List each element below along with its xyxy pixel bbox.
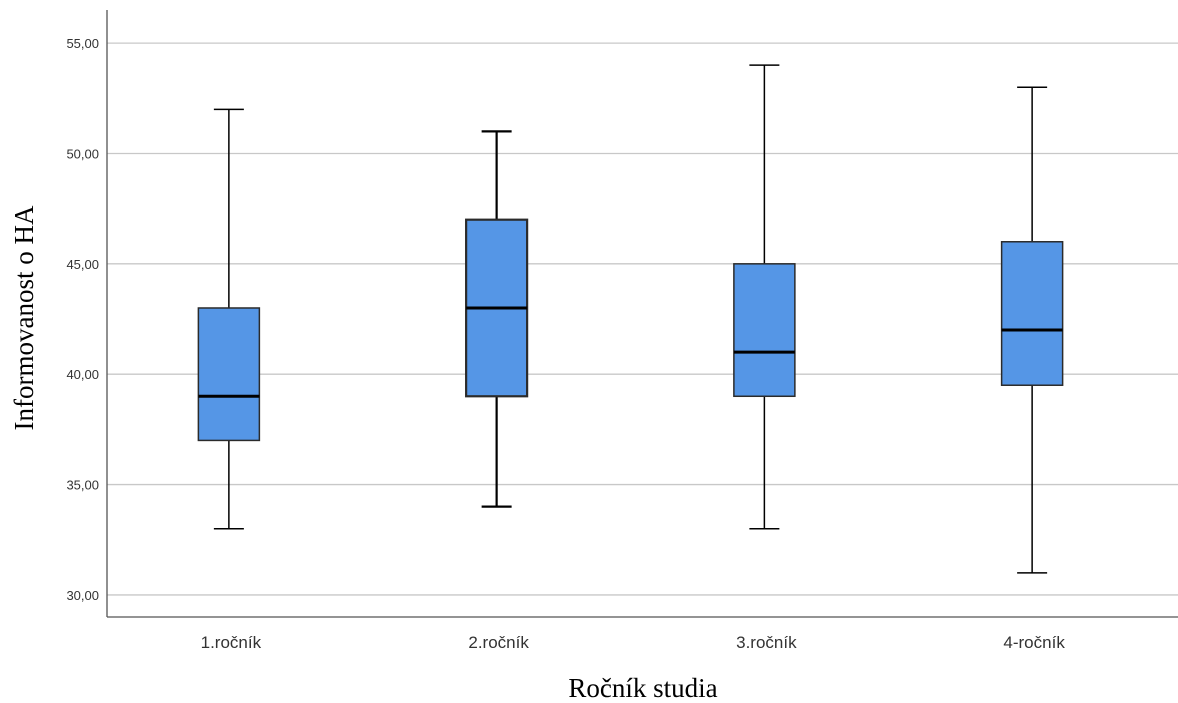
x-tick-label: 4-ročník: [1003, 633, 1065, 652]
y-axis-title: Informovanost o HA: [9, 205, 39, 430]
y-tick-label: 35,00: [66, 478, 99, 493]
x-tick-label: 2.ročník: [468, 633, 529, 652]
box-1: [197, 108, 261, 530]
box-4: [1000, 86, 1064, 574]
axes: [106, 10, 1178, 618]
iqr-box: [197, 307, 261, 442]
gridlines: [107, 42, 1178, 596]
y-tick-label: 55,00: [66, 36, 99, 51]
iqr-box: [1000, 241, 1064, 386]
x-tick-label: 3.ročník: [736, 633, 797, 652]
x-tick-label: 1.ročník: [201, 633, 262, 652]
x-axis-title: Ročník studia: [568, 673, 717, 703]
y-tick-label: 40,00: [66, 367, 99, 382]
boxes: [197, 64, 1064, 574]
iqr-box: [733, 263, 796, 398]
box-2: [465, 130, 529, 508]
y-tick-labels: 30,00 35,00 40,00 45,00 50,00 55,00: [66, 36, 99, 603]
y-tick-label: 50,00: [66, 146, 99, 161]
y-tick-label: 45,00: [66, 257, 99, 272]
box-3: [733, 64, 796, 530]
y-tick-label: 30,00: [66, 588, 99, 603]
x-tick-labels: 1.ročník 2.ročník 3.ročník 4-ročník: [201, 633, 1066, 652]
